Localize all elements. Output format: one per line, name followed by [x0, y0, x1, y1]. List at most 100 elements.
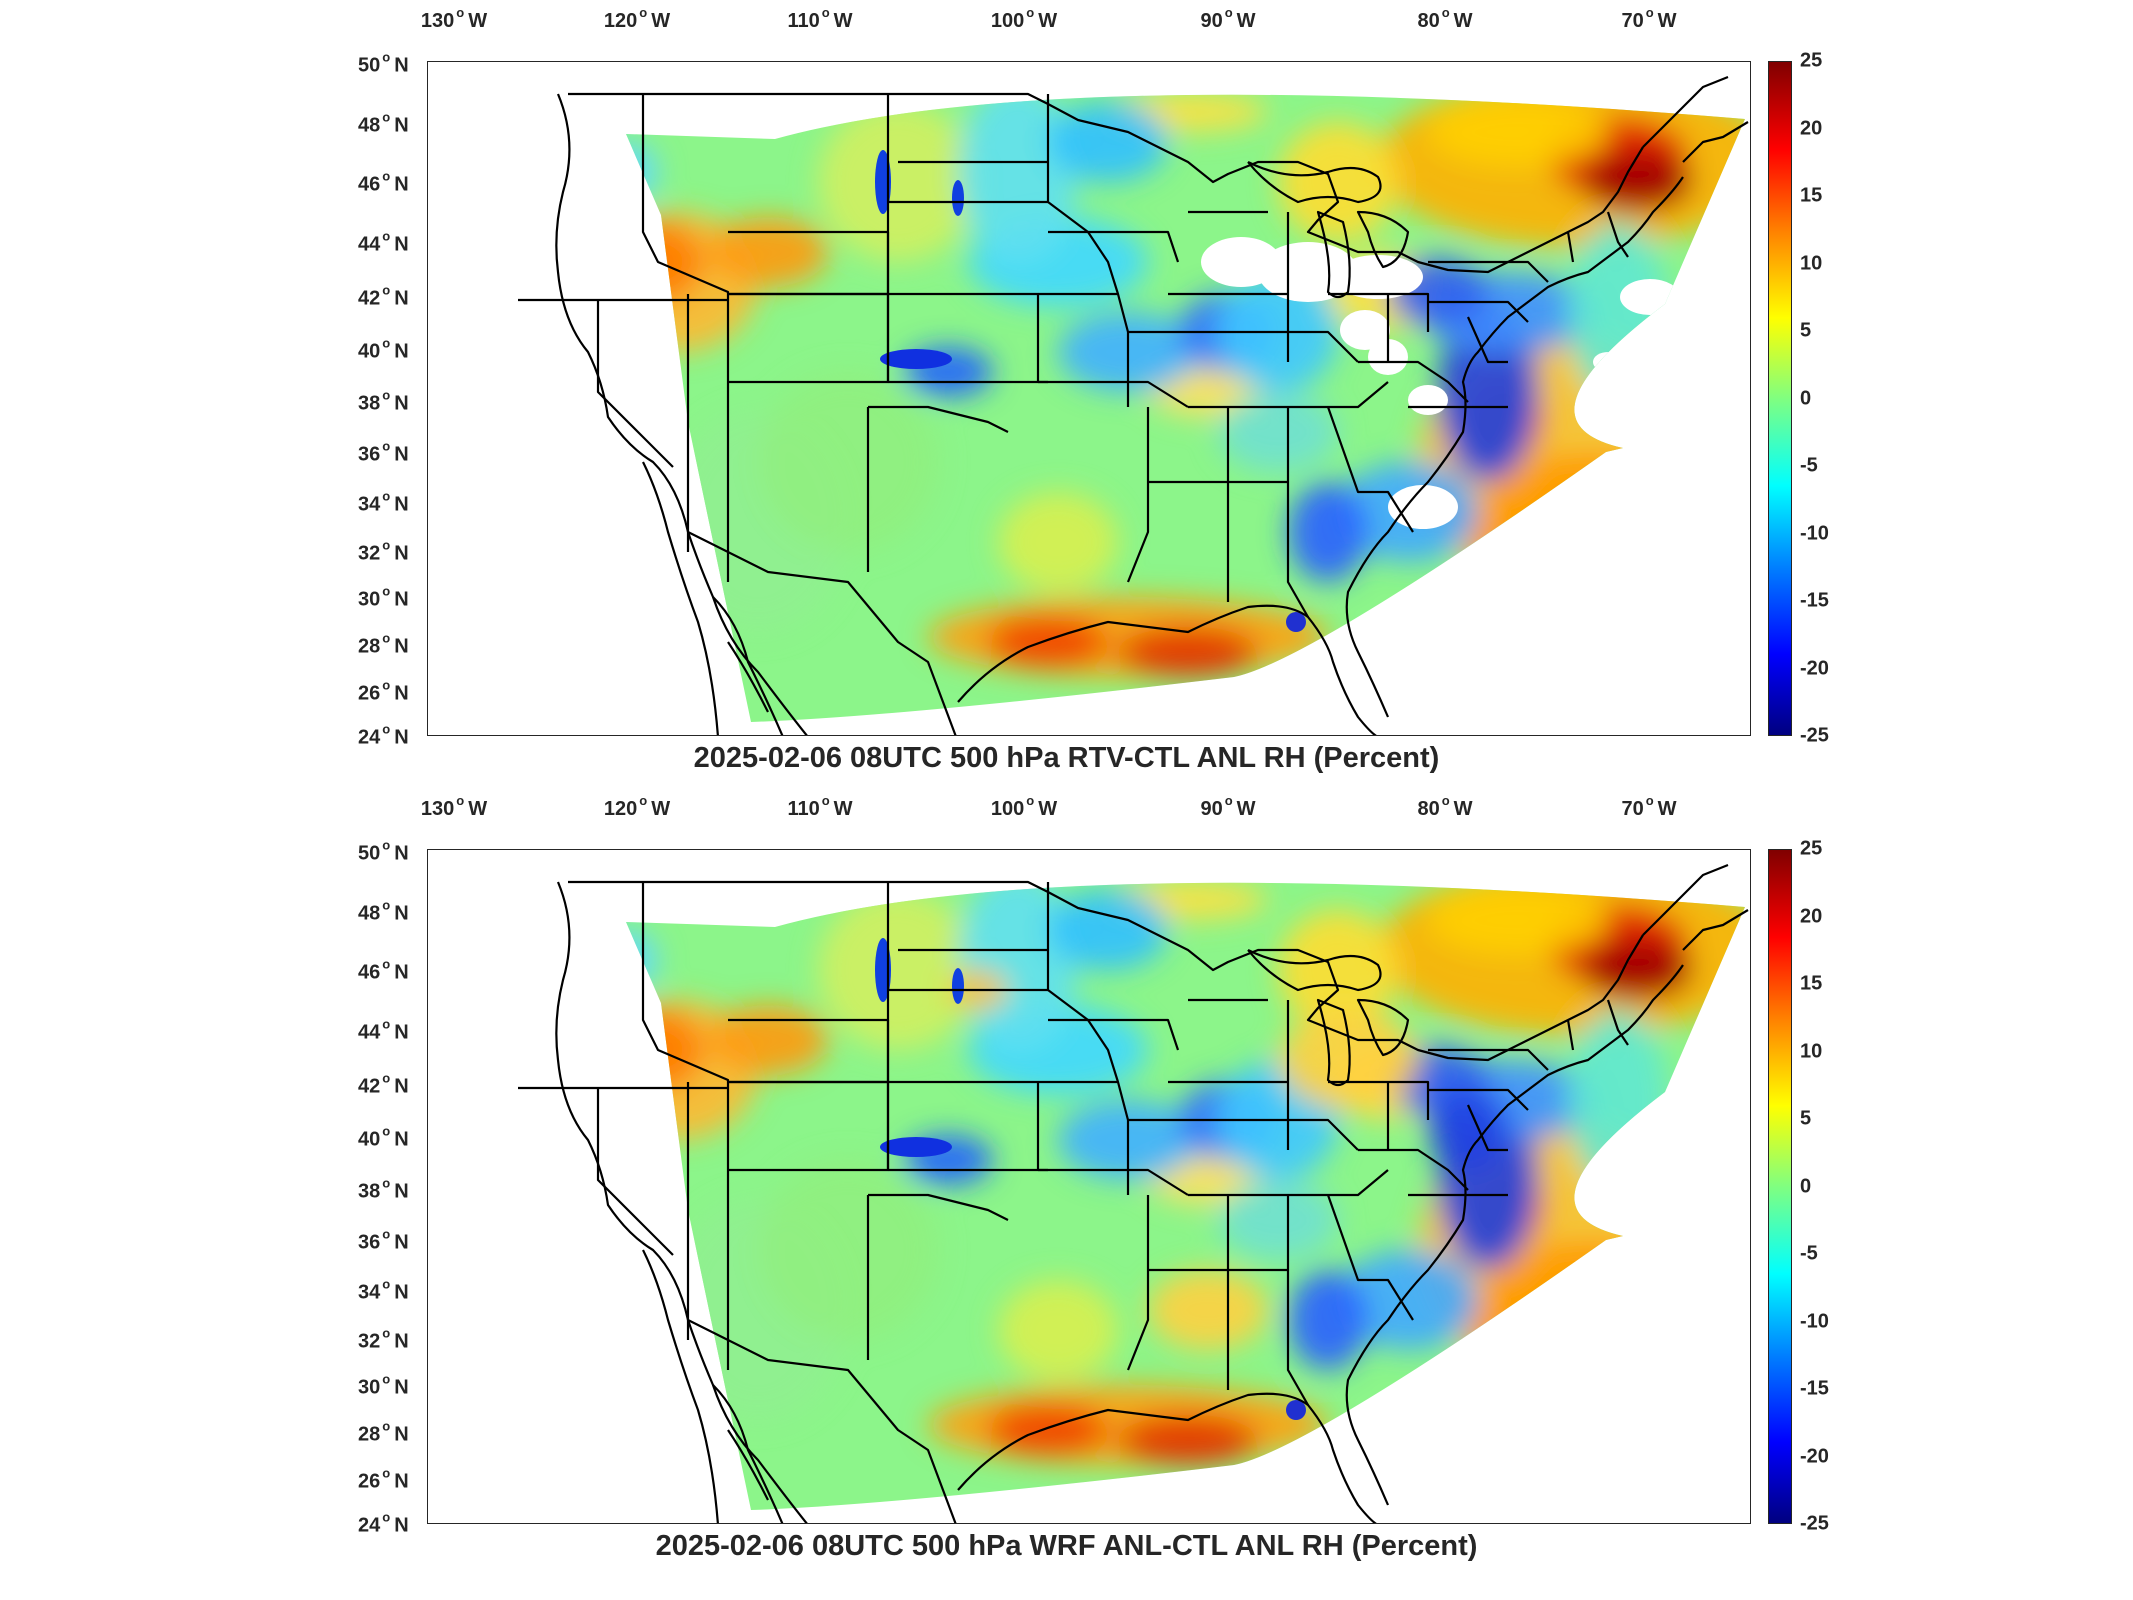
lon-value: 70	[1621, 10, 1644, 32]
lat-tick-label: 28 o N	[358, 630, 409, 658]
lon-suffix: W	[833, 798, 853, 820]
lat-suffix: N	[394, 842, 409, 865]
lat-suffix: N	[394, 635, 409, 658]
lat-tick-label: 46 o N	[358, 956, 409, 984]
lon-value: 120	[603, 10, 638, 32]
lat-value: 38	[358, 1180, 381, 1203]
lat-value: 48	[358, 114, 381, 137]
lat-value: 28	[358, 1423, 381, 1446]
colorbar-tick-label: 5	[1800, 319, 1812, 342]
colorbar-tick-label: -5	[1800, 454, 1818, 477]
lat-value: 44	[358, 1021, 381, 1044]
lat-suffix: N	[394, 1423, 409, 1446]
map-panel-wrf: 130 o W 120 o W 110 o W 100 o W 90 o W 80 o W 70 o W 50 o N 48 o…	[0, 788, 2133, 1588]
lat-value: 32	[358, 1330, 381, 1353]
map-canvas	[518, 863, 1749, 1523]
lat-tick-label: 44 o N	[358, 228, 409, 256]
boundaries	[518, 863, 1749, 1523]
lat-tick-label: 40 o N	[358, 1123, 409, 1151]
lat-tick-label: 30 o N	[358, 1371, 409, 1399]
lat-value: 24	[358, 1514, 381, 1537]
colorbar-tick-label: 25	[1800, 49, 1823, 72]
lat-value: 46	[358, 961, 381, 984]
lat-suffix: N	[394, 114, 409, 137]
lat-suffix: N	[394, 1281, 409, 1304]
lat-tick-label: 42 o N	[358, 282, 409, 310]
colorbar-tick-label: -20	[1800, 1445, 1829, 1467]
lat-tick-label: 50 o N	[358, 837, 409, 865]
colorbar-tick-label: 5	[1800, 1107, 1812, 1130]
lat-tick-label: 26 o N	[358, 677, 409, 705]
map-frame	[427, 61, 1751, 736]
lat-suffix: N	[394, 1075, 409, 1098]
lat-value: 40	[358, 1128, 381, 1151]
lat-tick-label: 32 o N	[358, 537, 409, 565]
lat-value: 40	[358, 340, 381, 363]
lat-value: 46	[358, 173, 381, 196]
lat-suffix: N	[394, 961, 409, 984]
lat-suffix: N	[394, 726, 409, 749]
lon-tick-label: 130 o W	[420, 5, 488, 32]
lat-suffix: N	[394, 233, 409, 256]
lat-value: 24	[358, 726, 381, 749]
rh-difference-field	[626, 882, 1745, 1511]
lon-suffix: W	[1453, 798, 1473, 820]
colorbar-tick-label: -10	[1800, 1310, 1829, 1332]
colorbar-tick-label: -5	[1800, 1242, 1818, 1265]
lon-suffix: W	[1236, 798, 1256, 820]
boundaries	[518, 75, 1749, 735]
lon-tick-label: 120 o W	[603, 5, 671, 32]
lat-tick-label: 46 o N	[358, 168, 409, 196]
lat-value: 38	[358, 392, 381, 415]
panel-title: 2025-02-06 08UTC 500 hPa RTV-CTL ANL RH …	[693, 742, 1440, 774]
lat-value: 42	[358, 287, 381, 310]
lon-tick-label: 80 o W	[1417, 793, 1473, 820]
lon-value: 110	[787, 798, 820, 820]
lat-value: 26	[358, 682, 381, 705]
lat-tick-label: 36 o N	[358, 1226, 409, 1254]
colorbar-tick-label: -15	[1800, 1377, 1829, 1400]
lon-tick-label: 110 o W	[787, 5, 853, 32]
lat-suffix: N	[394, 588, 409, 611]
lat-suffix: N	[394, 902, 409, 925]
lat-value: 44	[358, 233, 381, 256]
lat-tick-label: 44 o N	[358, 1016, 409, 1044]
colorbar-tick-label: 0	[1800, 1175, 1812, 1197]
lat-suffix: N	[394, 54, 409, 77]
lat-tick-label: 30 o N	[358, 583, 409, 611]
lat-suffix: N	[394, 1231, 409, 1254]
lat-suffix: N	[394, 682, 409, 705]
panel-title: 2025-02-06 08UTC 500 hPa WRF ANL-CTL ANL…	[655, 1530, 1478, 1562]
lat-value: 50	[358, 54, 381, 77]
lat-tick-label: 34 o N	[358, 1276, 409, 1304]
lat-suffix: N	[394, 493, 409, 516]
lat-suffix: N	[394, 1330, 409, 1353]
map-canvas	[518, 75, 1749, 735]
lat-value: 34	[358, 493, 381, 516]
colorbar-tick-label: 10	[1800, 1040, 1823, 1062]
lon-value: 80	[1417, 798, 1440, 820]
lon-value: 90	[1200, 10, 1223, 32]
lat-tick-label: 32 o N	[358, 1325, 409, 1353]
lat-tick-label: 38 o N	[358, 1175, 409, 1203]
lon-suffix: W	[1657, 10, 1677, 32]
lat-tick-label: 28 o N	[358, 1418, 409, 1446]
lon-suffix: W	[1038, 10, 1058, 32]
lat-suffix: N	[394, 1514, 409, 1537]
lat-suffix: N	[394, 1021, 409, 1044]
lon-tick-label: 70 o W	[1621, 793, 1677, 820]
lon-tick-label: 110 o W	[787, 793, 853, 820]
lat-suffix: N	[394, 1180, 409, 1203]
lat-suffix: N	[394, 287, 409, 310]
lon-value: 90	[1200, 798, 1223, 820]
lon-tick-label: 70 o W	[1621, 5, 1677, 32]
lat-tick-label: 48 o N	[358, 897, 409, 925]
colorbar-tick-label: -10	[1800, 522, 1829, 544]
colorbar	[1768, 849, 1792, 1524]
lat-suffix: N	[394, 443, 409, 466]
lat-value: 30	[358, 588, 381, 611]
lon-suffix: W	[1038, 798, 1058, 820]
lat-suffix: N	[394, 542, 409, 565]
colorbar-tick-label: -15	[1800, 589, 1829, 612]
lon-suffix: W	[1236, 10, 1256, 32]
